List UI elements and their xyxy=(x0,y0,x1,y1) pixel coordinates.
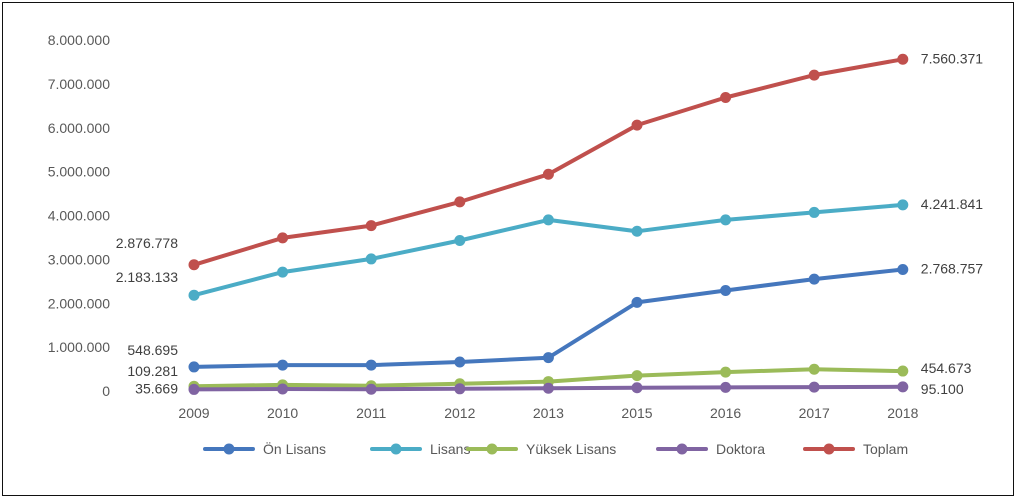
y-tick-label: 3.000.000 xyxy=(48,251,110,267)
legend: Ön Lisans Lisans Yüksek Lisans Doktora Topla… xyxy=(203,440,908,457)
data-labels: 548.695 2.768.757 2.183.133 4.241.841 109.28… xyxy=(116,50,984,397)
data-point xyxy=(542,352,554,364)
legend-label: Toplam xyxy=(863,441,908,457)
legend-marker xyxy=(486,443,498,455)
data-label-first: 2.183.133 xyxy=(116,269,178,285)
x-tick-label: 2011 xyxy=(356,405,386,421)
data-point xyxy=(188,289,200,301)
x-tick-label: 2015 xyxy=(621,405,652,421)
y-tick-label: 2.000.000 xyxy=(48,295,110,311)
data-point xyxy=(454,383,466,395)
data-point xyxy=(897,365,909,377)
series-lines xyxy=(188,53,909,395)
data-point xyxy=(188,259,200,271)
data-point xyxy=(631,119,643,131)
data-label-first: 2.876.778 xyxy=(116,235,178,251)
y-tick-label: 5.000.000 xyxy=(48,164,110,180)
x-tick-label: 2017 xyxy=(799,405,830,421)
data-point xyxy=(720,381,732,393)
data-point xyxy=(720,214,732,226)
data-label-last: 454.673 xyxy=(921,360,972,376)
data-point xyxy=(277,232,289,244)
data-point xyxy=(277,383,289,395)
data-point xyxy=(454,196,466,208)
legend-label: Lisans xyxy=(430,441,470,457)
data-point xyxy=(808,69,820,81)
y-tick-label: 4.000.000 xyxy=(48,208,110,224)
data-point xyxy=(897,381,909,393)
data-point xyxy=(720,91,732,103)
x-tick-label: 2018 xyxy=(887,405,918,421)
data-point xyxy=(897,199,909,211)
data-point xyxy=(897,53,909,65)
data-point xyxy=(631,370,643,382)
data-point xyxy=(365,253,377,265)
data-point xyxy=(720,366,732,378)
data-point xyxy=(277,266,289,278)
y-tick-label: 1.000.000 xyxy=(48,339,110,355)
data-point xyxy=(454,356,466,368)
legend-marker xyxy=(223,443,235,455)
data-point xyxy=(808,381,820,393)
chart-frame xyxy=(2,2,1014,496)
x-tick-label: 2012 xyxy=(444,405,475,421)
data-point xyxy=(542,382,554,394)
legend-label: Doktora xyxy=(716,441,765,457)
data-point xyxy=(897,264,909,276)
data-point xyxy=(720,285,732,297)
x-axis: 2009 2010 2011 2012 2013 2015 2016 2017 2018 xyxy=(178,405,918,421)
legend-marker xyxy=(823,443,835,455)
data-point xyxy=(188,361,200,373)
y-tick-label: 8.000.000 xyxy=(48,32,110,48)
data-label-first: 109.281 xyxy=(127,363,178,379)
y-axis: 0 1.000.000 2.000.000 3.000.000 4.000.000 5.0… xyxy=(48,32,111,399)
legend-label: Ön Lisans xyxy=(263,440,326,457)
x-tick-label: 2010 xyxy=(267,405,298,421)
data-label-last: 7.560.371 xyxy=(921,50,983,66)
x-tick-label: 2009 xyxy=(178,405,209,421)
data-label-last: 95.100 xyxy=(921,381,964,397)
y-tick-label: 7.000.000 xyxy=(48,76,110,92)
data-point xyxy=(631,225,643,237)
data-point xyxy=(542,214,554,226)
legend-marker xyxy=(390,443,402,455)
legend-label: Yüksek Lisans xyxy=(526,441,616,457)
data-point xyxy=(188,383,200,395)
data-label-first: 35.669 xyxy=(135,380,178,396)
data-point xyxy=(808,363,820,375)
data-point xyxy=(631,382,643,394)
data-point xyxy=(277,359,289,371)
data-label-first: 548.695 xyxy=(127,342,178,358)
data-point xyxy=(365,359,377,371)
x-tick-label: 2013 xyxy=(533,405,564,421)
data-label-last: 2.768.757 xyxy=(921,261,983,277)
data-point xyxy=(365,383,377,395)
series-line xyxy=(192,57,905,267)
data-point xyxy=(808,206,820,218)
data-point xyxy=(542,168,554,180)
x-tick-label: 2016 xyxy=(710,405,741,421)
data-point xyxy=(365,220,377,232)
y-tick-label: 6.000.000 xyxy=(48,120,110,136)
data-point xyxy=(454,235,466,247)
data-point xyxy=(808,273,820,285)
y-tick-label: 0 xyxy=(102,383,110,399)
data-point xyxy=(631,296,643,308)
data-label-last: 4.241.841 xyxy=(921,196,983,212)
legend-marker xyxy=(676,443,688,455)
